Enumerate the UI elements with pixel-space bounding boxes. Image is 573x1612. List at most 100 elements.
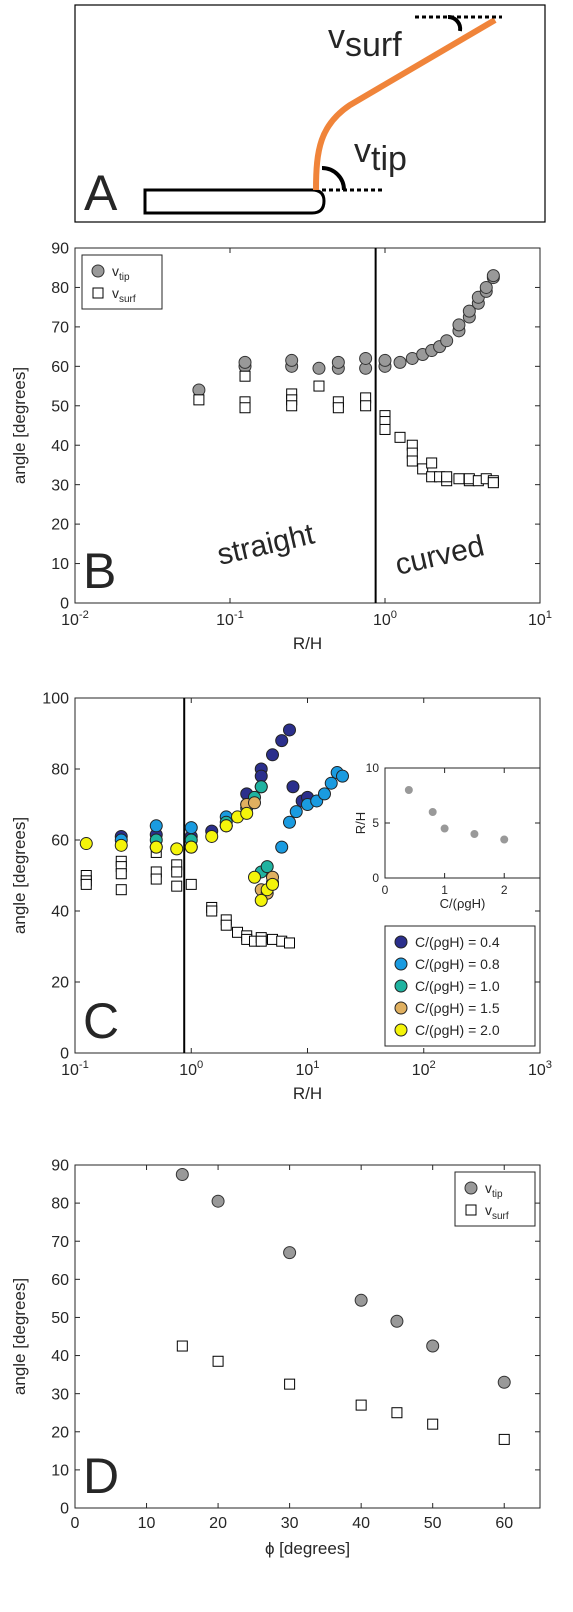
y-tick-label: 40 (51, 438, 69, 455)
tick-exponent: 3 (546, 1059, 552, 1071)
marker (335, 769, 349, 783)
legend-label: vtip (112, 263, 130, 283)
marker (247, 870, 261, 884)
y-tick-label: 5 (372, 816, 379, 830)
marker (331, 355, 345, 369)
marker (219, 819, 233, 833)
crack-path (313, 17, 497, 191)
marker (479, 280, 493, 294)
y-axis-label: angle [degrees] (10, 1278, 29, 1395)
y-tick-label: 70 (51, 1234, 69, 1251)
marker (500, 835, 509, 844)
x-tick-label: 50 (424, 1515, 442, 1532)
x-tick-label: 1 (441, 883, 448, 897)
legend-label: C/(ρgH) = 0.4 (415, 934, 500, 950)
marker (394, 957, 408, 971)
marker (378, 353, 392, 367)
marker (171, 866, 183, 878)
x-tick-label: 0 (71, 1515, 80, 1532)
marker (115, 868, 127, 880)
v-tip-label: vtip (354, 132, 407, 178)
marker (390, 1314, 404, 1328)
marker (205, 829, 219, 843)
legend-label: C/(ρgH) = 1.0 (415, 978, 500, 994)
tick-base: 10 (61, 1062, 79, 1079)
marker (149, 840, 163, 854)
y-tick-label: 80 (51, 1196, 69, 1213)
marker (185, 878, 197, 890)
marker (80, 878, 92, 890)
y-tick-label: 70 (51, 319, 69, 336)
x-tick-label: 10-1 (216, 609, 244, 629)
marker (452, 318, 466, 332)
tick-base: 10 (295, 1062, 313, 1079)
marker (393, 355, 407, 369)
legend: C/(ρgH) = 0.4 C/(ρgH) = 0.8 C/(ρgH) = 1.0 C… (384, 925, 536, 1047)
chart: 0 1 2 0 5 10 C/(ρgH) R/H (353, 761, 541, 911)
y-tick-label: 20 (51, 1424, 69, 1441)
marker (175, 1168, 189, 1182)
marker (464, 1181, 478, 1195)
marker (394, 431, 406, 443)
marker (171, 880, 183, 892)
x-tick-label: 10-2 (61, 609, 89, 629)
legend-label: C/(ρgH) = 1.5 (415, 1000, 500, 1016)
marker (239, 402, 251, 414)
y-tick-label: 100 (42, 691, 69, 708)
marker (260, 860, 274, 874)
x-tick-label: 10-1 (61, 1059, 89, 1079)
marker (149, 819, 163, 833)
marker (115, 884, 127, 896)
panel-letter: B (83, 543, 116, 599)
marker (498, 1433, 510, 1445)
marker (426, 1339, 440, 1353)
y-tick-label: 80 (51, 762, 69, 779)
marker (282, 723, 296, 737)
v-surf-label: vsurf (328, 18, 402, 64)
marker (289, 805, 303, 819)
x-tick-label: 40 (352, 1515, 370, 1532)
marker (238, 355, 252, 369)
y-tick-label: 20 (51, 975, 69, 992)
y-tick-label: 30 (51, 477, 69, 494)
marker (394, 1023, 408, 1037)
marker (313, 380, 325, 392)
marker (453, 473, 465, 485)
x-tick-label: 0 (382, 883, 389, 897)
marker (212, 1355, 224, 1367)
panel-letter: A (84, 165, 118, 221)
tick-base: 10 (528, 1062, 546, 1079)
marker (282, 815, 296, 829)
tick-exponent: -1 (234, 609, 244, 621)
marker (391, 1407, 403, 1419)
tick-exponent: 1 (546, 609, 552, 621)
plate (143, 188, 326, 215)
marker (247, 796, 261, 810)
tick-base: 10 (373, 612, 391, 629)
marker (192, 383, 206, 397)
x-axis-label: C/(ρgH) (440, 896, 486, 911)
tick-exponent: 2 (430, 1059, 436, 1071)
marker (240, 806, 254, 820)
y-tick-label: 60 (51, 1272, 69, 1289)
marker (176, 1340, 188, 1352)
marker (317, 787, 331, 801)
marker (254, 780, 268, 794)
marker (275, 734, 289, 748)
legend-name: v (485, 1202, 492, 1218)
marker (440, 824, 449, 833)
marker (232, 926, 244, 938)
x-tick-label: 103 (528, 1059, 552, 1079)
x-tick-label: 10 (138, 1515, 156, 1532)
legend-subscript: tip (492, 1189, 503, 1200)
legend-subscript: tip (119, 272, 130, 283)
marker (91, 264, 105, 278)
marker (417, 463, 429, 475)
x-tick-label: 30 (281, 1515, 299, 1532)
marker (284, 1378, 296, 1390)
marker (184, 840, 198, 854)
y-tick-label: 30 (51, 1386, 69, 1403)
marker (255, 935, 267, 947)
marker (332, 402, 344, 414)
